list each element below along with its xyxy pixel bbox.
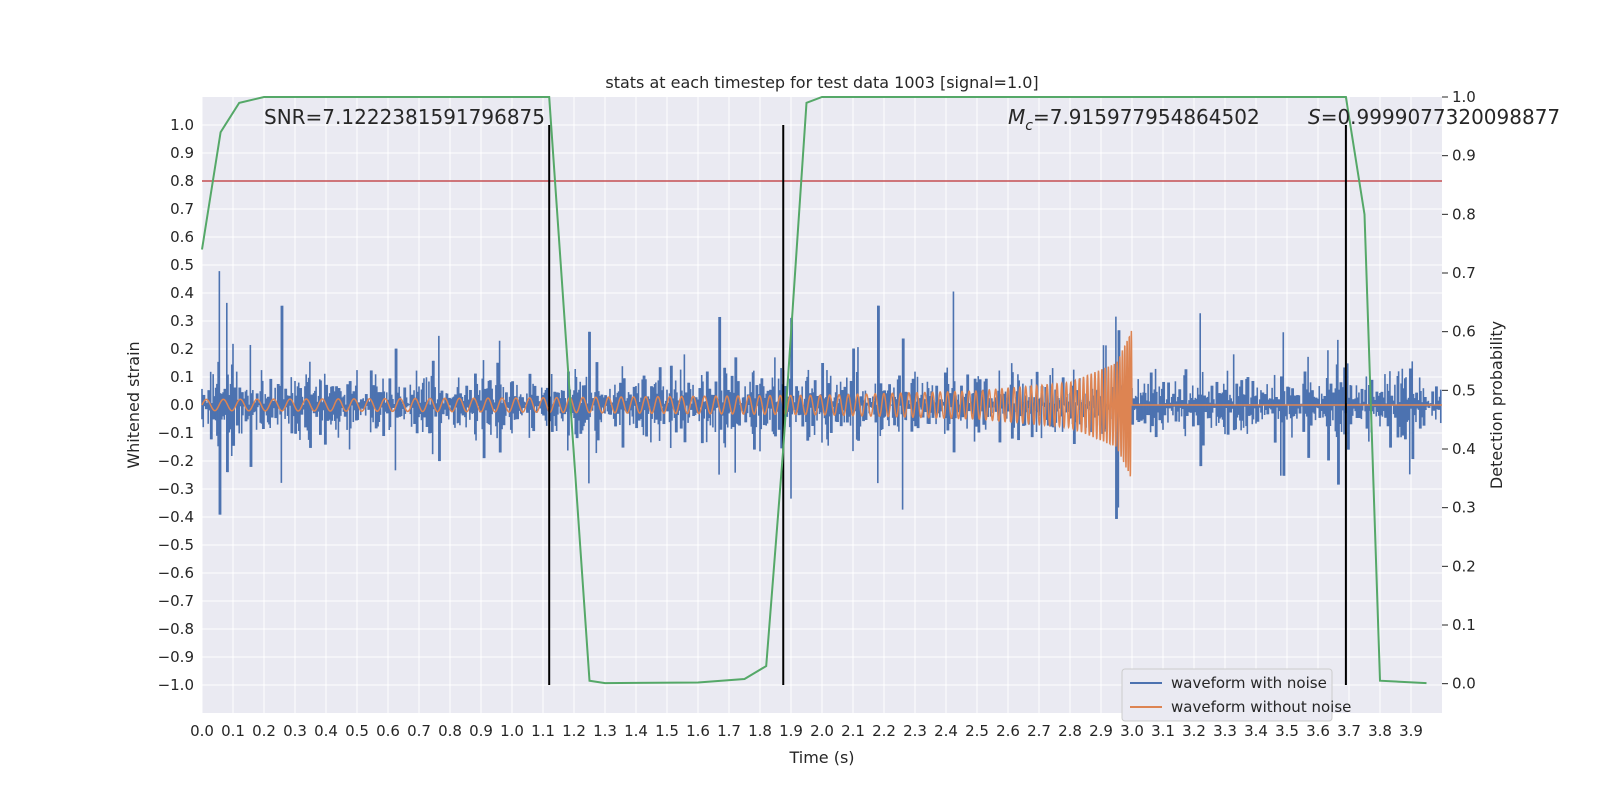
x-tick-label: 0.4 [314,722,338,740]
x-tick-label: 3.9 [1399,722,1423,740]
x-tick-label: 0.6 [376,722,400,740]
x-tick-label: 3.0 [1120,722,1144,740]
y-tick-label: −0.4 [158,508,194,526]
x-tick-label: 0.5 [345,722,369,740]
y-tick-label: 0.4 [170,284,194,302]
y-tick-label: 0.3 [170,312,194,330]
chart-title: stats at each timestep for test data 100… [605,73,1038,92]
y2-tick-label: 1.0 [1452,88,1476,106]
x-tick-label: 3.6 [1306,722,1330,740]
x-tick-label: 1.7 [717,722,741,740]
y2-tick-label: 0.5 [1452,381,1476,399]
y2-tick-label: 0.6 [1452,323,1476,341]
y-tick-label: 0.8 [170,172,194,190]
detection-probability-line [201,96,1427,685]
y-tick-label: −1.0 [158,676,194,694]
x-tick-label: 3.3 [1213,722,1237,740]
y2-tick-label: 0.1 [1452,616,1476,634]
chirp-mass-subscript: c [1025,118,1033,134]
chirp-mass-value: =7.915977954864502 [1033,105,1260,129]
x-tick-label: 1.9 [779,722,803,740]
x-tick-label: 1.2 [562,722,586,740]
chirp-mass-symbol: M [1008,105,1025,129]
chirp-mass-annotation: Mc=7.915977954864502 [1008,105,1260,134]
x-tick-label: 1.8 [748,722,772,740]
y2-axis-ticks: 1.0 0.9 0.8 0.7 0.6 0.5 0.4 0.3 0.2 0.1 0.0 [1442,88,1476,693]
y-tick-label: 0.9 [170,144,194,162]
x-tick-label: 0.2 [252,722,276,740]
x-axis-label: Time (s) [788,748,854,767]
x-tick-label: 0.1 [221,722,245,740]
y-tick-label: 0.7 [170,200,194,218]
y-tick-label: 0.5 [170,256,194,274]
x-tick-label: 0.8 [438,722,462,740]
x-tick-label: 2.6 [996,722,1020,740]
y2-tick-label: 0.4 [1452,440,1476,458]
y-tick-label: −0.5 [158,536,194,554]
legend-clean-label: waveform without noise [1171,698,1351,716]
y-tick-label: 1.0 [170,116,194,134]
y-tick-label: −0.1 [158,424,194,442]
y-tick-label: 0.6 [170,228,194,246]
y-tick-label: −0.9 [158,648,194,666]
y-tick-label: −0.3 [158,480,194,498]
x-tick-label: 3.2 [1182,722,1206,740]
x-tick-label: 3.4 [1244,722,1268,740]
y-tick-label: −0.8 [158,620,194,638]
y2-tick-label: 0.7 [1452,264,1476,282]
x-tick-label: 0.3 [283,722,307,740]
y-tick-label: −0.7 [158,592,194,610]
statistic-value: =0.9999077320098877 [1321,105,1560,129]
x-tick-label: 1.4 [624,722,648,740]
detection-markers [548,125,1347,685]
y-axis-ticks: 1.0 0.9 0.8 0.7 0.6 0.5 0.4 0.3 0.2 0.1 0.0 −0.1 −0.… [158,116,194,694]
x-tick-label: 1.6 [686,722,710,740]
y-tick-label: 0.1 [170,368,194,386]
x-axis-ticks: 0.0 0.1 0.2 0.3 0.4 0.5 0.6 0.7 0.8 0.9 1.0 1.1 1.2 1… [190,722,1423,740]
y2-tick-label: 0.2 [1452,557,1476,575]
y-tick-label: 0.2 [170,340,194,358]
x-tick-label: 3.5 [1275,722,1299,740]
y-axis-label: Whitened strain [124,341,143,468]
y2-tick-label: 0.9 [1452,147,1476,165]
x-tick-label: 1.0 [500,722,524,740]
x-tick-label: 1.1 [531,722,555,740]
legend: waveform with noise waveform without noi… [1121,668,1351,722]
x-tick-label: 2.7 [1027,722,1051,740]
x-tick-label: 2.4 [934,722,958,740]
y2-tick-label: 0.3 [1452,499,1476,517]
x-tick-label: 3.7 [1337,722,1361,740]
y2-axis-label: Detection probability [1487,321,1506,489]
x-tick-label: 3.1 [1151,722,1175,740]
clean-waveform [201,330,1442,477]
y-tick-label: 0.0 [170,396,194,414]
x-tick-label: 3.8 [1368,722,1392,740]
legend-noise-label: waveform with noise [1171,674,1327,692]
legend-box [1121,668,1333,722]
x-tick-label: 2.1 [841,722,865,740]
x-tick-label: 0.9 [469,722,493,740]
x-tick-label: 2.5 [965,722,989,740]
y-tick-label: −0.6 [158,564,194,582]
y2-tick-label: 0.0 [1452,675,1476,693]
statistic-annotation: S=0.9999077320098877 [1308,105,1560,129]
snr-annotation: SNR=7.1222381591796875 [264,105,545,129]
y2-tick-label: 0.8 [1452,205,1476,223]
x-tick-label: 2.2 [872,722,896,740]
x-tick-label: 2.0 [810,722,834,740]
x-tick-label: 1.5 [655,722,679,740]
x-tick-label: 0.0 [190,722,214,740]
x-tick-label: 2.3 [903,722,927,740]
x-tick-label: 2.8 [1058,722,1082,740]
x-tick-label: 0.7 [407,722,431,740]
statistic-symbol: S [1308,105,1321,129]
x-tick-label: 2.9 [1089,722,1113,740]
x-tick-label: 1.3 [593,722,617,740]
y-tick-label: −0.2 [158,452,194,470]
